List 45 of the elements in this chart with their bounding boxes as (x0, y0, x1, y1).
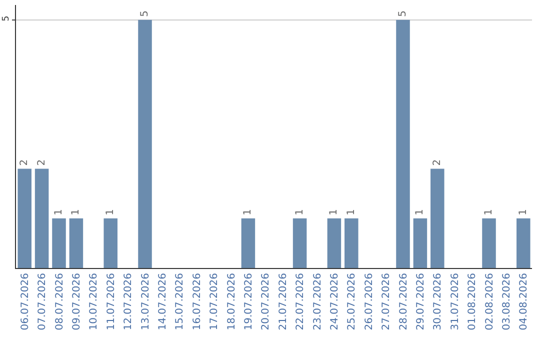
data-label: 5 (398, 10, 408, 17)
x-tick-label: 31.07.2026 (450, 273, 461, 330)
data-label: 2 (432, 159, 443, 166)
x-tick-label: 23.07.2026 (312, 273, 324, 330)
data-label: 1 (70, 209, 82, 216)
data-label: 1 (518, 209, 529, 216)
data-label: 1 (242, 209, 254, 216)
x-tick-label: 17.07.2026 (209, 273, 220, 330)
x-tick-label: 30.07.2026 (432, 273, 444, 330)
x-tick-label: 11.07.2026 (106, 273, 117, 330)
data-label: 2 (36, 159, 48, 166)
x-tick-label: 03.08.2026 (501, 273, 512, 330)
x-tick-label: 12.07.2026 (123, 273, 134, 330)
data-label: 5 (140, 10, 150, 17)
x-tick-label: 19.07.2026 (243, 273, 254, 330)
data-label: 1 (54, 209, 64, 216)
x-tick-label: 06.07.2026 (20, 273, 31, 330)
x-tick-label: 22.07.2026 (295, 273, 306, 330)
x-tick-label: 08.07.2026 (54, 273, 66, 330)
x-tick-label: 13.07.2026 (140, 273, 152, 330)
data-label: 1 (484, 209, 494, 216)
x-tick-label: 16.07.2026 (192, 273, 203, 330)
x-tick-label: 21.07.2026 (278, 273, 289, 330)
data-label: 1 (294, 209, 306, 216)
x-tick-label: 20.07.2026 (260, 273, 272, 330)
x-tick-label: 25.07.2026 (346, 273, 358, 330)
x-tick-label: 07.07.2026 (37, 273, 48, 330)
data-label: 2 (19, 159, 30, 166)
x-tick-label: 02.08.2026 (484, 273, 496, 330)
x-tick-label: 27.07.2026 (381, 273, 392, 330)
data-label: 1 (414, 209, 426, 216)
x-tick-label: 10.07.2026 (88, 273, 100, 330)
x-tick-label: 29.07.2026 (415, 273, 426, 330)
x-tick-label: 09.07.2026 (71, 273, 82, 330)
data-label: 1 (346, 209, 357, 216)
data-label: 1 (105, 209, 116, 216)
x-tick-label: 26.07.2026 (364, 273, 375, 330)
x-tick-label: 01.08.2026 (467, 273, 478, 330)
x-tick-label: 14.07.2026 (157, 273, 168, 330)
data-label: 1 (328, 209, 340, 216)
x-tick-label: 15.07.2026 (174, 273, 186, 330)
x-tick-label: 24.07.2026 (329, 273, 340, 330)
x-tick-label: 04.08.2026 (518, 273, 530, 330)
x-tick-label: 18.07.2026 (226, 273, 238, 330)
x-tick-label: 28.07.2026 (398, 273, 410, 330)
